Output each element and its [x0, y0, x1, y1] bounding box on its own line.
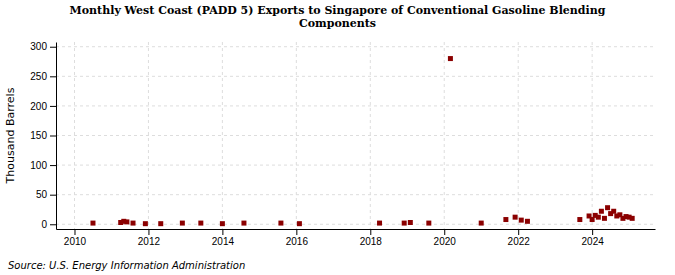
point: [599, 209, 604, 214]
point: [124, 219, 129, 224]
tick-mark: [50, 47, 56, 48]
tick-label: 50: [36, 189, 48, 200]
point: [220, 221, 225, 226]
point: [180, 221, 185, 226]
tick-mark: [50, 224, 56, 225]
point: [377, 221, 382, 226]
y-tick: 50: [36, 189, 56, 200]
tick-mark: [444, 229, 445, 235]
grid-line: [74, 42, 75, 229]
tick-mark: [592, 229, 593, 235]
grid-line: [222, 42, 223, 229]
tick-label: 2024: [582, 236, 605, 247]
x-tick: 2022: [508, 229, 531, 247]
plot-area: 2010 2012 2014 2016 2018 2020 2022 2024 0 50 100 15…: [30, 41, 655, 247]
x-tick: 2018: [360, 229, 383, 247]
tick-mark: [50, 106, 56, 107]
point: [158, 221, 163, 226]
y-tick: 100: [30, 160, 56, 171]
grid-line: [148, 42, 149, 229]
point: [241, 221, 246, 226]
title: Monthly West Coast (PADD 5) Exports to S…: [70, 4, 606, 30]
tick-label: 2020: [434, 236, 457, 247]
tick-mark: [148, 229, 149, 235]
grid-line: [56, 105, 655, 106]
tick-mark: [518, 229, 519, 235]
point: [605, 205, 610, 210]
grid-line: [296, 42, 297, 229]
point: [513, 215, 518, 220]
tick-label: 0: [41, 219, 47, 230]
point: [90, 221, 95, 226]
grid: [56, 42, 655, 229]
tick-label: 250: [30, 71, 47, 82]
point: [402, 221, 407, 226]
point: [525, 219, 530, 224]
grid-line: [370, 42, 371, 229]
tick-label: 2022: [508, 236, 531, 247]
point: [577, 217, 582, 222]
tick-mark: [50, 76, 56, 77]
tick-label: 2010: [64, 236, 87, 247]
point: [297, 221, 302, 226]
grid-line: [56, 135, 655, 136]
axis-line: [56, 43, 57, 230]
point: [503, 217, 508, 222]
tick-mark: [222, 229, 223, 235]
grid-line: [56, 46, 655, 47]
grid-line: [518, 42, 519, 229]
point: [278, 221, 283, 226]
source: Source: U.S. Energy Information Administ…: [8, 260, 245, 271]
grid-line: [592, 42, 593, 229]
point: [426, 221, 431, 226]
y-axis: 0 50 100 150 200 250 300: [30, 41, 56, 230]
tick-label: 2014: [212, 236, 235, 247]
y-tick: 250: [30, 71, 56, 82]
point: [596, 215, 601, 220]
point: [479, 221, 484, 226]
x-tick: 2012: [138, 229, 161, 247]
y-tick: 300: [30, 41, 56, 52]
grid-line: [56, 194, 655, 195]
tick-label: 150: [30, 130, 47, 141]
grid-line: [56, 165, 655, 166]
grid-line: [444, 42, 445, 229]
point: [448, 56, 453, 61]
tick-mark: [50, 195, 56, 196]
tick-mark: [370, 229, 371, 235]
tick-label: 200: [30, 101, 47, 112]
tick-mark: [50, 165, 56, 166]
y-axis-label: Thousand Barrels: [4, 87, 17, 184]
x-tick: 2014: [212, 229, 235, 247]
tick-mark: [74, 229, 75, 235]
x-tick: 2024: [582, 229, 605, 247]
x-axis: 2010 2012 2014 2016 2018 2020 2022 2024: [57, 229, 656, 247]
point: [198, 221, 203, 226]
points: [90, 56, 634, 226]
chart: Monthly West Coast (PADD 5) Exports to S…: [0, 0, 675, 275]
point: [630, 216, 635, 221]
point: [143, 221, 148, 226]
tick-label: 2018: [360, 236, 383, 247]
y-tick: 200: [30, 101, 56, 112]
tick-label: 2016: [286, 236, 309, 247]
y-tick: 0: [41, 219, 56, 230]
x-tick: 2016: [286, 229, 309, 247]
y-tick: 150: [30, 130, 56, 141]
axis-line: [57, 229, 656, 230]
grid-line: [56, 76, 655, 77]
tick-mark: [296, 229, 297, 235]
x-tick: 2010: [64, 229, 87, 247]
point: [131, 221, 136, 226]
tick-label: 300: [30, 41, 47, 52]
tick-label: 2012: [138, 236, 161, 247]
tick-mark: [50, 136, 56, 137]
point: [602, 216, 607, 221]
point: [519, 218, 524, 223]
tick-label: 100: [30, 160, 47, 171]
x-tick: 2020: [434, 229, 457, 247]
point: [408, 220, 413, 225]
point: [611, 209, 616, 214]
